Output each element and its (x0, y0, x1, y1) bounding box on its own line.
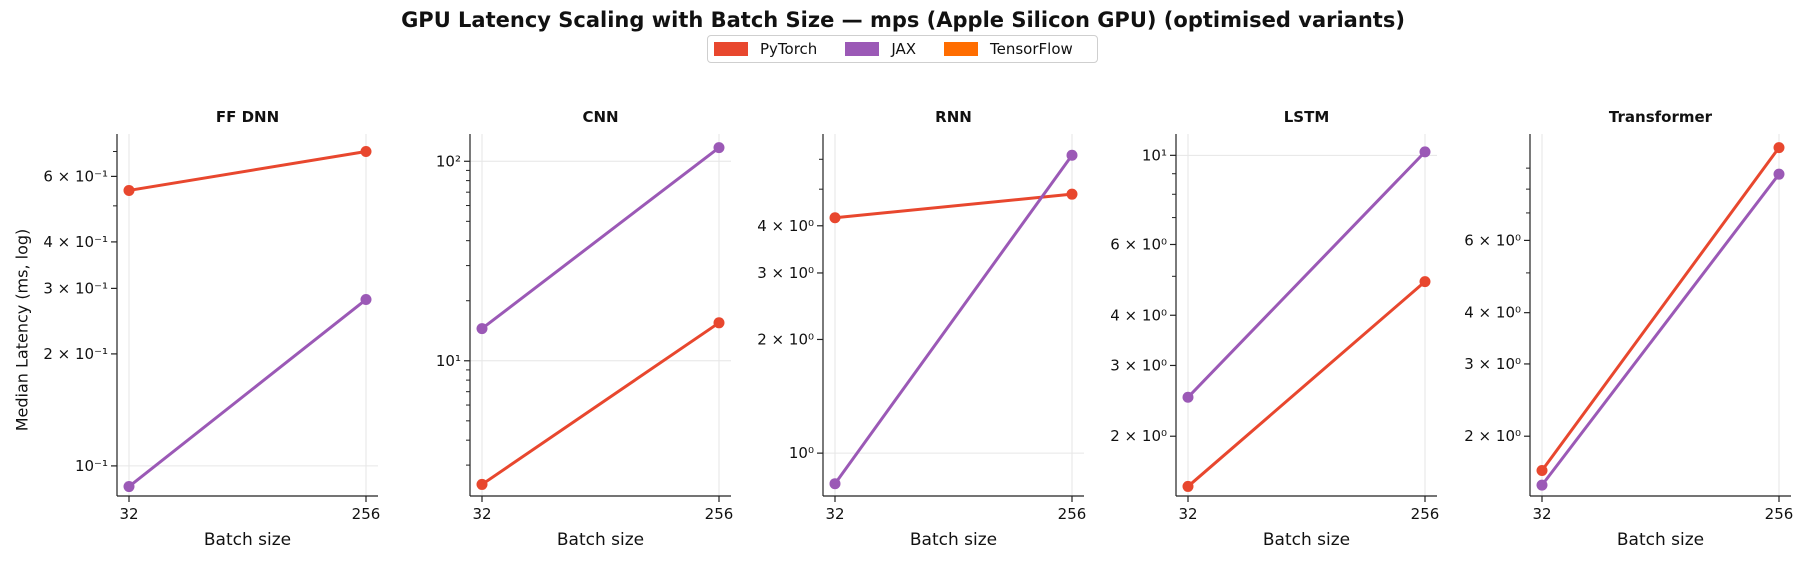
legend-item-jax: JAX (845, 40, 916, 58)
legend-swatch-jax (845, 42, 880, 56)
y-tick-label: 2 × 10⁰ (1464, 427, 1521, 445)
x-tick-label: 256 (1058, 505, 1087, 523)
series-line-pytorch (481, 321, 720, 486)
data-point-pytorch (829, 212, 841, 224)
y-tick-label: 3 × 10⁰ (1110, 356, 1167, 374)
data-point-jax (1536, 479, 1548, 491)
panel-title: CNN (582, 108, 618, 126)
x-tick-label: 256 (352, 505, 381, 523)
y-tick-label: 2 × 10⁻¹ (43, 345, 108, 363)
series-line-jax (833, 154, 1074, 485)
legend-item-tensorflow: TensorFlow (944, 40, 1073, 58)
data-point-jax (360, 294, 372, 306)
y-tick-label: 6 × 10⁰ (1110, 235, 1167, 253)
y-tick-label: 10² (436, 152, 461, 170)
panel-title: Transformer (1609, 108, 1713, 126)
legend: PyTorch JAX TensorFlow (707, 35, 1098, 63)
data-point-jax (476, 323, 488, 335)
legend-label-pytorch: PyTorch (760, 40, 818, 58)
x-tick-label: 32 (472, 505, 491, 523)
data-point-jax (1182, 391, 1194, 403)
legend-swatch-tensorflow (944, 42, 979, 56)
series-line-jax (481, 146, 720, 330)
panel-ff-dnn: 10⁻¹ 2 × 10⁻¹ 3 × 10⁻¹ 4 × 10⁻¹ 6 × 10⁻¹ 32 25… (43, 108, 380, 550)
y-tick-label: 6 × 10⁻¹ (43, 167, 108, 185)
y-tick-label: 10⁻¹ (75, 457, 108, 475)
y-tick-label: 4 × 10⁰ (757, 217, 814, 235)
series-line-pytorch (128, 150, 367, 192)
series-line-pytorch (834, 192, 1073, 220)
legend-swatch-pytorch (714, 42, 748, 56)
series-line-jax (128, 298, 367, 488)
x-axis-label: Batch size (1617, 530, 1704, 550)
panel-cnn: 10¹ 10² 32 256 CNN Batch size (436, 108, 733, 550)
series-line-pytorch (1540, 146, 1781, 472)
data-point-pytorch (1773, 142, 1785, 154)
x-tick-label: 256 (1765, 505, 1794, 523)
data-point-jax (1066, 149, 1078, 161)
legend-label-jax: JAX (891, 40, 917, 58)
series-line-pytorch (1187, 280, 1426, 488)
x-tick-label: 32 (119, 505, 138, 523)
x-tick-label: 32 (825, 505, 844, 523)
chart-title: GPU Latency Scaling with Batch Size — mp… (401, 8, 1405, 32)
y-tick-label: 3 × 10⁰ (757, 264, 814, 282)
data-point-pytorch (476, 478, 488, 490)
series-line-jax (1186, 150, 1427, 399)
legend-item-pytorch: PyTorch (714, 40, 817, 58)
y-tick-label: 10¹ (436, 352, 461, 370)
y-tick-label: 2 × 10⁰ (757, 330, 814, 348)
panel-transformer: 2 × 10⁰ 3 × 10⁰ 4 × 10⁰ 6 × 10⁰ 32 256 Transfo… (1464, 108, 1793, 550)
y-tick-label: 4 × 10⁰ (1110, 306, 1167, 324)
data-point-jax (1773, 168, 1785, 180)
x-tick-label: 256 (705, 505, 734, 523)
x-axis-label: Batch size (910, 530, 997, 550)
data-point-jax (829, 478, 841, 490)
data-point-jax (713, 142, 725, 154)
data-point-pytorch (360, 145, 372, 157)
y-tick-label: 3 × 10⁻¹ (43, 279, 108, 297)
x-tick-label: 256 (1411, 505, 1440, 523)
legend-label-tensorflow: TensorFlow (990, 40, 1073, 58)
data-point-pytorch (1536, 464, 1548, 476)
data-point-jax (123, 481, 135, 493)
data-point-pytorch (1066, 188, 1078, 200)
panel-title: RNN (935, 108, 972, 126)
x-axis-label: Batch size (557, 530, 644, 550)
panel-title: LSTM (1284, 108, 1330, 126)
series-line-jax (1540, 173, 1781, 487)
y-tick-label: 10¹ (1142, 146, 1167, 164)
data-point-pytorch (1182, 480, 1194, 492)
panel-title: FF DNN (216, 108, 279, 126)
y-tick-label: 3 × 10⁰ (1464, 355, 1521, 373)
y-tick-label: 10⁰ (789, 444, 814, 462)
x-axis-label: Batch size (1263, 530, 1350, 550)
x-tick-label: 32 (1532, 505, 1551, 523)
panel-lstm: 2 × 10⁰ 3 × 10⁰ 4 × 10⁰ 6 × 10⁰ 10¹ 32 256 LSTM… (1110, 108, 1439, 550)
x-axis-label: Batch size (204, 530, 291, 550)
data-point-pytorch (713, 317, 725, 329)
y-tick-label: 2 × 10⁰ (1110, 427, 1167, 445)
panel-rnn: 10⁰ 2 × 10⁰ 3 × 10⁰ 4 × 10⁰ 32 256 RNN Batch si… (757, 108, 1086, 550)
data-point-jax (1419, 146, 1431, 158)
x-tick-label: 32 (1178, 505, 1197, 523)
y-tick-label: 6 × 10⁰ (1464, 231, 1521, 249)
y-tick-label: 4 × 10⁻¹ (43, 233, 108, 251)
data-point-pytorch (1419, 276, 1431, 288)
y-tick-label: 4 × 10⁰ (1464, 304, 1521, 322)
data-point-pytorch (123, 184, 135, 196)
